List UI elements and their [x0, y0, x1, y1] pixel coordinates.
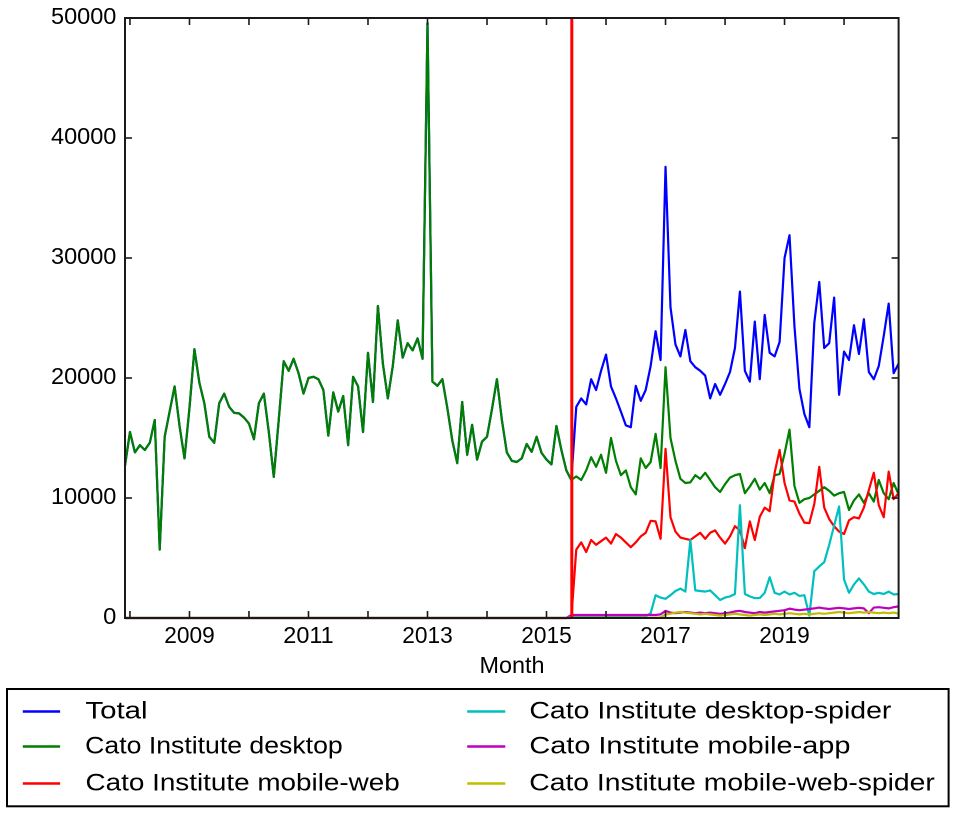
svg-text:30000: 30000	[51, 243, 116, 269]
svg-text:10000: 10000	[51, 483, 116, 509]
svg-text:2015: 2015	[521, 622, 571, 648]
svg-text:Cato Institute mobile-web-spid: Cato Institute mobile-web-spider	[529, 770, 935, 797]
svg-text:Cato Institute desktop: Cato Institute desktop	[85, 733, 343, 760]
svg-text:Cato Institute mobile-web: Cato Institute mobile-web	[86, 770, 400, 797]
svg-text:Total: Total	[85, 698, 147, 725]
svg-text:0: 0	[103, 603, 116, 629]
svg-text:20000: 20000	[51, 363, 116, 389]
svg-text:Cato Institute desktop-spider: Cato Institute desktop-spider	[529, 698, 891, 725]
svg-text:2009: 2009	[164, 622, 214, 648]
svg-text:Cato Institute mobile-app: Cato Institute mobile-app	[529, 733, 850, 760]
svg-text:50000: 50000	[51, 3, 116, 29]
svg-text:40000: 40000	[51, 123, 116, 149]
svg-text:Month: Month	[480, 652, 545, 678]
svg-text:2019: 2019	[759, 622, 809, 648]
svg-text:2013: 2013	[402, 622, 452, 648]
svg-text:2011: 2011	[283, 622, 333, 648]
svg-text:2017: 2017	[640, 622, 690, 648]
